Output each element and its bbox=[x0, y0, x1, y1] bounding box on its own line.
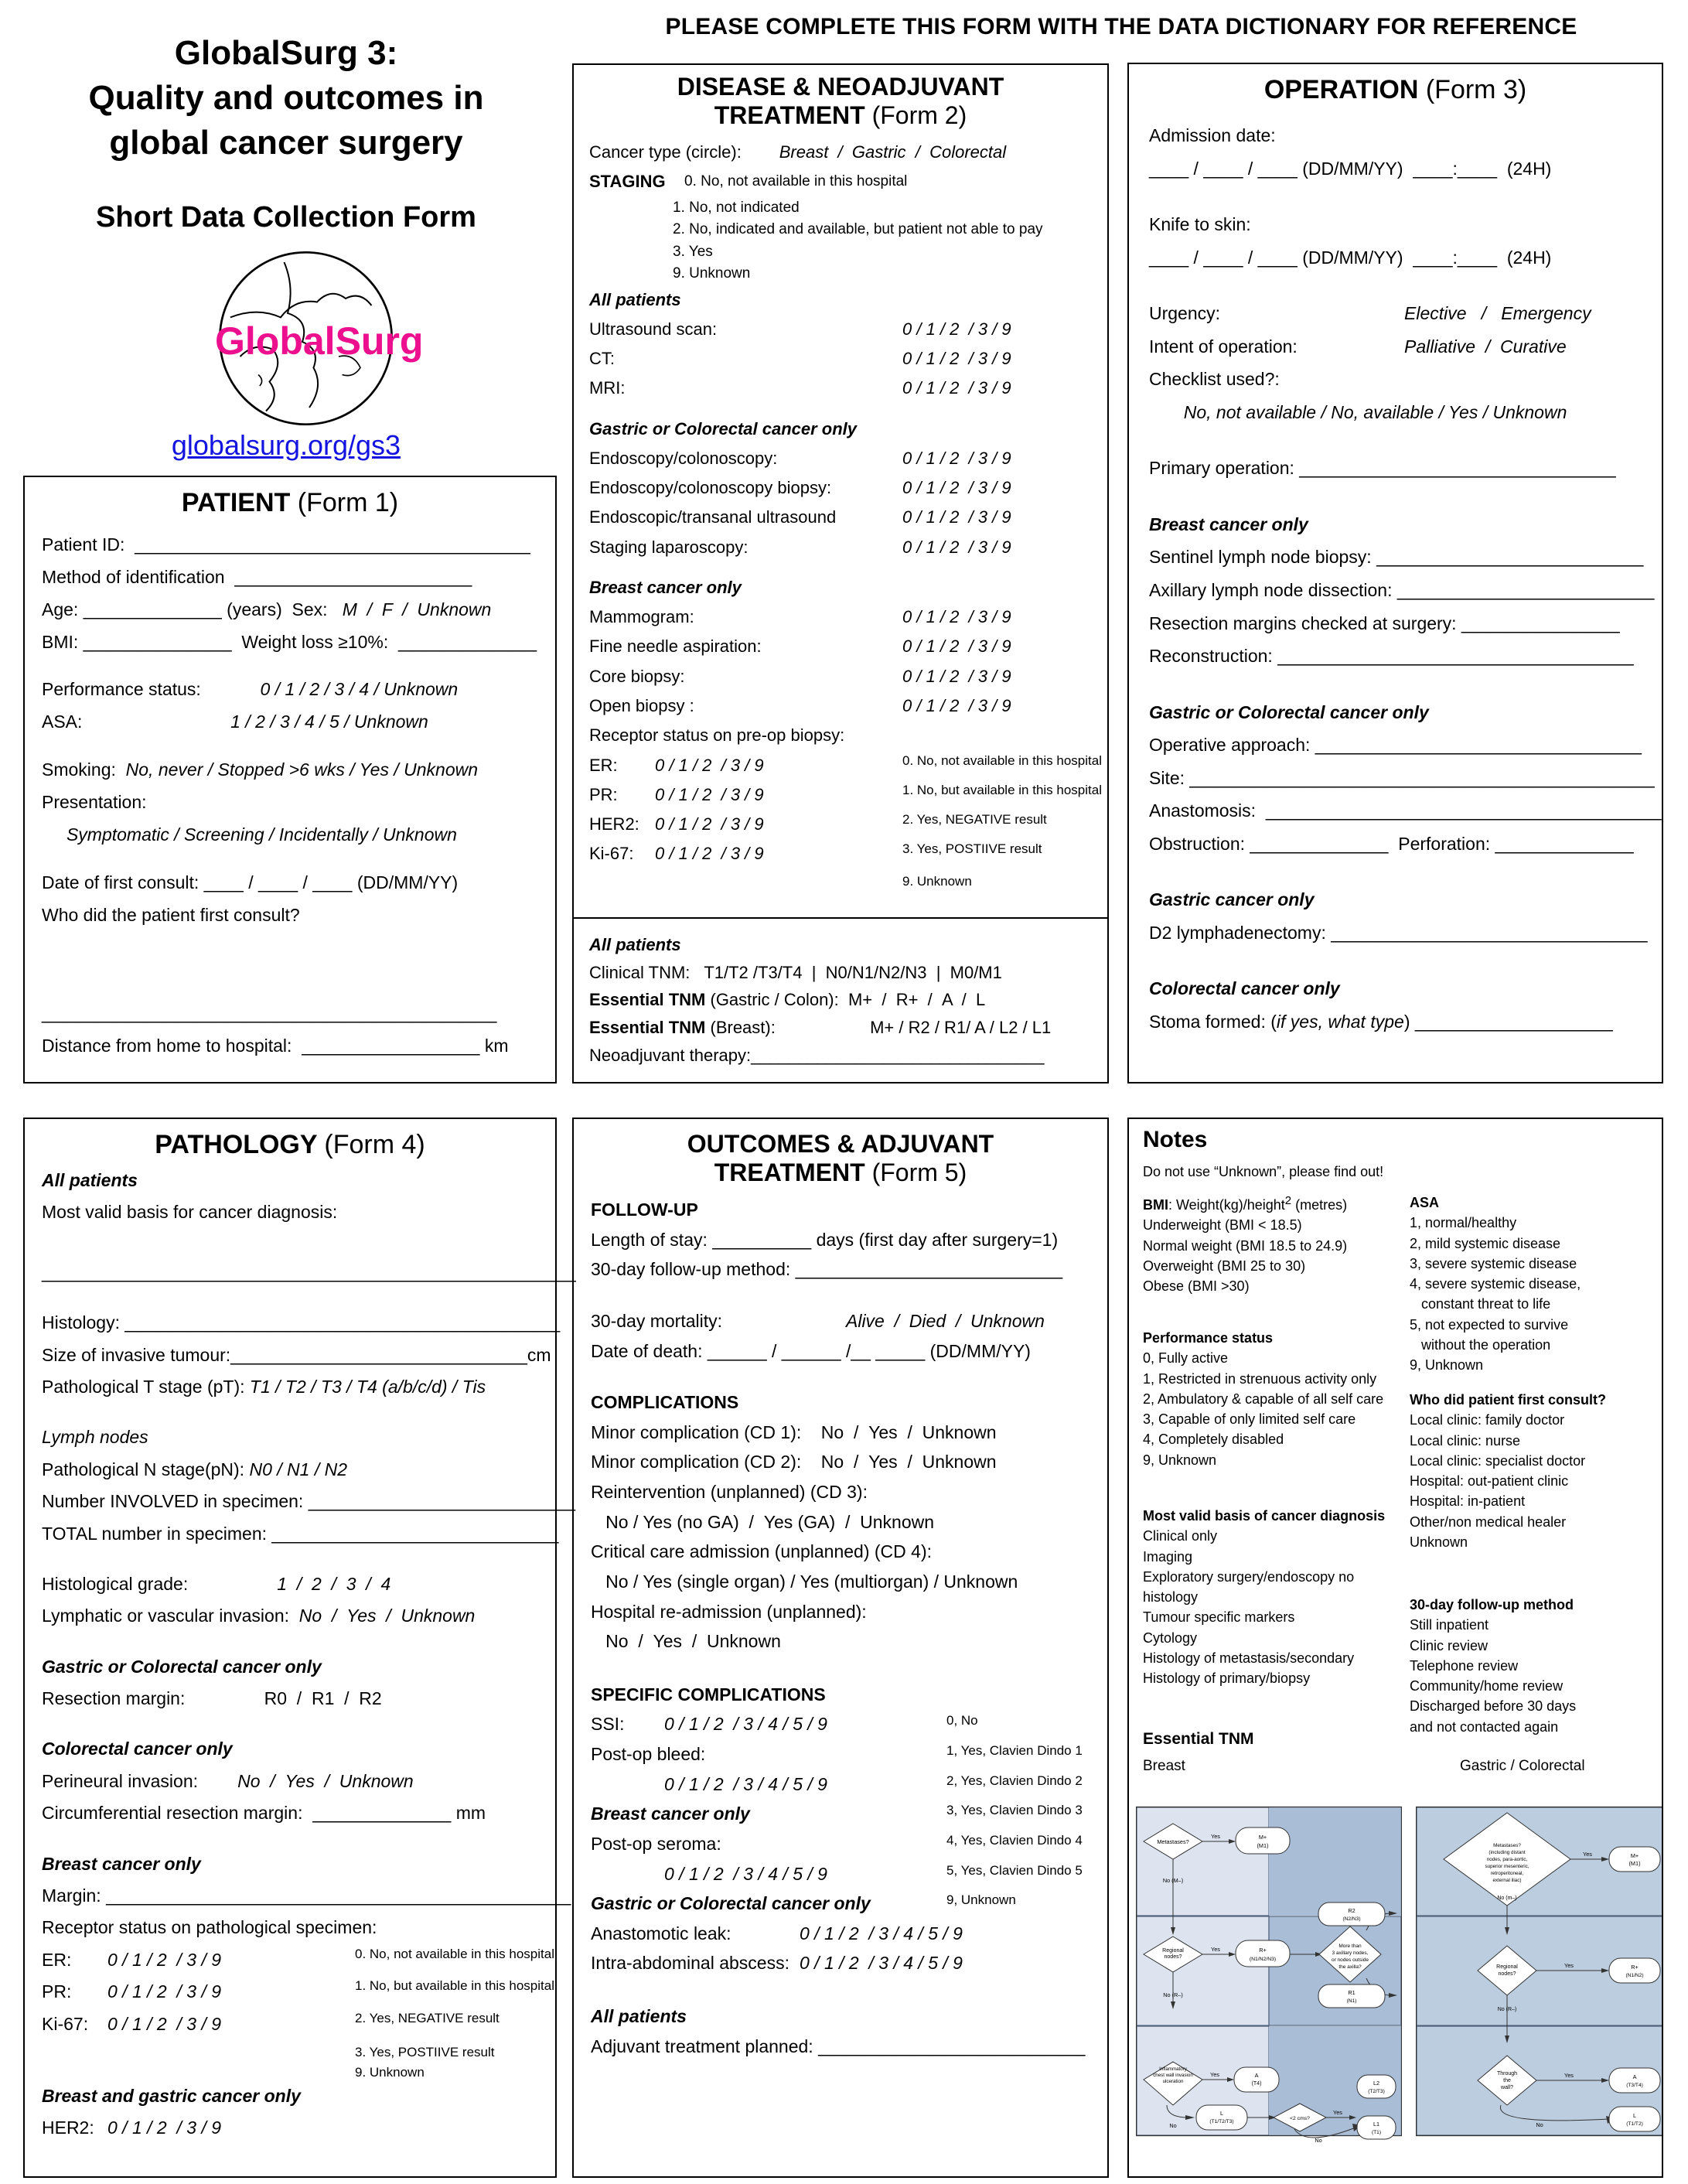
svg-text:(T3/T4): (T3/T4) bbox=[1626, 2083, 1643, 2088]
svg-text:L1: L1 bbox=[1373, 2121, 1379, 2128]
svg-text:<2 cms?: <2 cms? bbox=[1290, 2116, 1310, 2121]
svg-text:R+: R+ bbox=[1631, 1964, 1639, 1971]
svg-text:L: L bbox=[1633, 2112, 1636, 2119]
svg-text:Inflammatory: Inflammatory bbox=[1159, 2066, 1188, 2072]
svg-text:the axilla?: the axilla? bbox=[1338, 1964, 1362, 1970]
svg-text:nodes?: nodes? bbox=[1165, 1954, 1182, 1960]
svg-text:(including distant: (including distant bbox=[1489, 1850, 1526, 1855]
svg-text:(M1): (M1) bbox=[1257, 1842, 1269, 1849]
svg-text:(T4): (T4) bbox=[1252, 2081, 1262, 2087]
svg-text:R+: R+ bbox=[1259, 1947, 1267, 1954]
svg-text:Regional: Regional bbox=[1496, 1964, 1518, 1970]
svg-text:No (M–): No (M–) bbox=[1163, 1877, 1183, 1884]
svg-text:Yes: Yes bbox=[1211, 1833, 1220, 1840]
svg-text:Regional: Regional bbox=[1162, 1948, 1184, 1954]
svg-text:or nodes outside: or nodes outside bbox=[1332, 1957, 1369, 1963]
svg-text:external iliac): external iliac) bbox=[1492, 1878, 1521, 1883]
svg-text:(T2/T3): (T2/T3) bbox=[1368, 2089, 1385, 2094]
svg-text:Yes: Yes bbox=[1210, 2071, 1219, 2078]
svg-text:(N1/N2): (N1/N2) bbox=[1625, 1973, 1643, 1978]
svg-text:Yes: Yes bbox=[1333, 2109, 1342, 2116]
svg-text:M+: M+ bbox=[1259, 1834, 1267, 1841]
svg-text:chest wall invasion: chest wall invasion bbox=[1153, 2073, 1193, 2078]
svg-text:No: No bbox=[1169, 2122, 1176, 2129]
svg-text:ulceration: ulceration bbox=[1163, 2079, 1184, 2084]
svg-text:More than: More than bbox=[1338, 1943, 1362, 1949]
svg-text:(N2/N3): (N2/N3) bbox=[1342, 1916, 1360, 1922]
svg-text:3 axillary nodes,: 3 axillary nodes, bbox=[1332, 1950, 1369, 1956]
svg-text:A: A bbox=[1633, 2073, 1637, 2080]
svg-text:No: No bbox=[1536, 2121, 1543, 2128]
svg-text:Metastases?: Metastases? bbox=[1493, 1843, 1521, 1848]
svg-text:(T1): (T1) bbox=[1372, 2130, 1381, 2135]
svg-text:Yes: Yes bbox=[1211, 1946, 1220, 1953]
svg-text:(N1): (N1) bbox=[1347, 1998, 1357, 2004]
svg-text:nodes, para-aortic,: nodes, para-aortic, bbox=[1487, 1857, 1528, 1862]
svg-text:Metastases?: Metastases? bbox=[1157, 1838, 1188, 1845]
svg-text:L2: L2 bbox=[1373, 2080, 1379, 2087]
svg-text:No (R–): No (R–) bbox=[1163, 1991, 1183, 1998]
svg-text:No: No bbox=[1315, 2137, 1321, 2144]
svg-text:M+: M+ bbox=[1631, 1852, 1639, 1859]
svg-text:(M1): (M1) bbox=[1629, 1860, 1641, 1867]
svg-text:the: the bbox=[1503, 2078, 1511, 2083]
svg-text:A: A bbox=[1255, 2072, 1259, 2079]
svg-text:wall?: wall? bbox=[1500, 2085, 1513, 2090]
svg-text:(T1/T2/T3): (T1/T2/T3) bbox=[1209, 2119, 1233, 2124]
svg-text:Through: Through bbox=[1497, 2071, 1517, 2077]
svg-text:(N1/N2/N3): (N1/N2/N3) bbox=[1250, 1957, 1276, 1962]
svg-text:Yes: Yes bbox=[1564, 1962, 1574, 1969]
svg-text:L: L bbox=[1220, 2110, 1223, 2117]
svg-text:R2: R2 bbox=[1348, 1907, 1355, 1914]
svg-text:Yes: Yes bbox=[1583, 1851, 1592, 1858]
svg-text:R1: R1 bbox=[1348, 1989, 1355, 1996]
svg-text:(T1/T2): (T1/T2) bbox=[1626, 2121, 1643, 2127]
svg-text:No (R–): No (R–) bbox=[1498, 2007, 1517, 2012]
svg-text:nodes?: nodes? bbox=[1499, 1971, 1516, 1977]
svg-text:Yes: Yes bbox=[1564, 2072, 1574, 2079]
svg-text:retroperitoneal,: retroperitoneal, bbox=[1491, 1871, 1524, 1876]
svg-text:No (m–): No (m–) bbox=[1497, 1896, 1516, 1901]
svg-text:superior mesenteric,: superior mesenteric, bbox=[1485, 1864, 1529, 1869]
